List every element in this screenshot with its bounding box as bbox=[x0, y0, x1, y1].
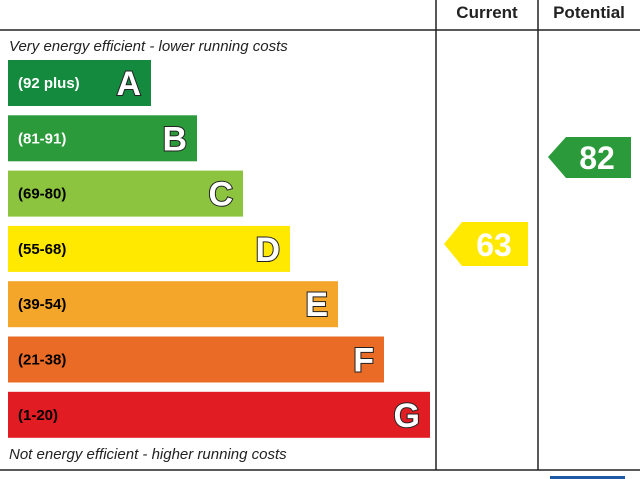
potential-arrow: 82 bbox=[548, 137, 631, 178]
band-letter: B bbox=[162, 120, 187, 158]
band-bar bbox=[8, 60, 151, 106]
band-bar bbox=[8, 391, 430, 438]
potential-marker bbox=[548, 137, 631, 178]
band-range: (81-91) bbox=[18, 130, 66, 147]
blue-strip bbox=[550, 476, 625, 479]
band-range: (92 plus) bbox=[18, 75, 80, 92]
band-range: (39-54) bbox=[18, 296, 66, 313]
band-letter: E bbox=[305, 286, 328, 324]
band-range: (55-68) bbox=[18, 241, 66, 258]
band-range: (21-38) bbox=[18, 352, 66, 369]
top-note: Very energy efficient - lower running co… bbox=[9, 38, 288, 55]
potential-value: 82 bbox=[579, 140, 615, 176]
bands: (92 plus) A (81-91) B (69-80) C (55-68) D (39-54… bbox=[8, 60, 430, 438]
band-range: (1-20) bbox=[18, 407, 58, 424]
current-header: Current bbox=[456, 3, 518, 22]
band-bar bbox=[8, 225, 290, 272]
band-letter: C bbox=[208, 176, 233, 214]
band-letter: F bbox=[353, 342, 374, 380]
band-bar bbox=[8, 170, 243, 217]
band-bar bbox=[8, 115, 197, 162]
current-value: 63 bbox=[476, 227, 512, 263]
band-letter: A bbox=[116, 65, 141, 103]
band-bar bbox=[8, 281, 338, 328]
current-marker bbox=[444, 222, 528, 266]
band-range: (69-80) bbox=[18, 186, 66, 203]
band-letter: G bbox=[394, 397, 420, 435]
band-letter: D bbox=[255, 231, 280, 269]
current-arrow: 63 bbox=[444, 222, 528, 266]
bottom-note: Not energy efficient - higher running co… bbox=[9, 446, 287, 463]
potential-header: Potential bbox=[553, 3, 625, 22]
band-bar bbox=[8, 336, 384, 383]
